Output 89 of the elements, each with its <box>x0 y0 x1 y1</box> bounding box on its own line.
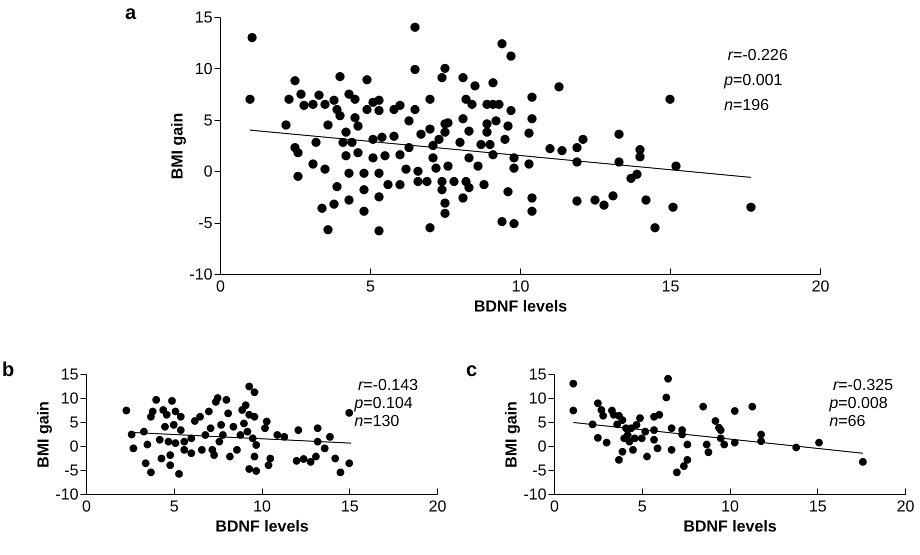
x-axis-title: BDNF levels <box>683 518 777 536</box>
x-tick-label: 15 <box>808 498 827 516</box>
point <box>618 416 626 424</box>
x-tick-label: 10 <box>512 278 530 296</box>
y-tick-label: 15 <box>528 366 547 384</box>
annotation: p=0.104 <box>353 395 413 412</box>
point <box>730 407 739 415</box>
annotation: r=-0.226 <box>728 47 788 64</box>
y-tick-label: 0 <box>70 438 79 456</box>
point <box>636 414 644 422</box>
point <box>632 421 640 429</box>
y-tick-label: 5 <box>204 112 213 130</box>
point <box>599 412 608 420</box>
point <box>638 434 646 442</box>
x-axis-title: BDNF levels <box>474 298 568 316</box>
y-tick-label: 15 <box>60 366 79 384</box>
point <box>716 426 725 434</box>
point <box>668 446 676 454</box>
x-tick-label: 0 <box>216 278 226 296</box>
point <box>624 431 632 439</box>
x-tick-label: 20 <box>896 498 914 516</box>
x-tick-label: 5 <box>170 498 179 516</box>
point <box>569 406 578 414</box>
point <box>650 436 658 444</box>
y-tick-label: 5 <box>70 414 79 432</box>
point <box>699 402 708 411</box>
x-tick-label: 0 <box>82 498 92 516</box>
point <box>748 402 756 411</box>
point <box>630 434 639 442</box>
point <box>672 468 681 476</box>
annotation: r=-0.143 <box>358 377 418 394</box>
y-tick-label: -5 <box>64 462 79 480</box>
point <box>720 440 728 448</box>
annotation: n=66 <box>829 413 866 430</box>
annotation: p=0.008 <box>828 395 888 412</box>
y-tick-label: 10 <box>528 390 547 408</box>
point <box>643 452 651 460</box>
point <box>668 424 676 432</box>
point <box>815 438 823 447</box>
chart-title: a <box>125 2 137 24</box>
point <box>594 434 602 442</box>
y-tick-label: -10 <box>189 266 213 284</box>
y-tick-label: 10 <box>60 390 79 408</box>
point <box>615 456 623 464</box>
x-tick-label: 10 <box>253 498 271 516</box>
y-tick-label: -5 <box>532 462 547 480</box>
x-tick-label: 20 <box>428 498 446 516</box>
x-tick-label: 5 <box>638 498 647 516</box>
y-tick-label: 5 <box>538 414 547 432</box>
x-tick-label: 20 <box>812 278 830 296</box>
x-tick-label: 15 <box>662 278 680 296</box>
annotation: p=0.001 <box>723 72 782 89</box>
point <box>757 430 765 438</box>
y-tick-label: -10 <box>523 486 547 504</box>
y-tick-label: 0 <box>538 438 547 456</box>
annotation: n=130 <box>354 413 400 430</box>
x-axis-title: BDNF levels <box>215 518 309 536</box>
annotation: n=196 <box>724 97 770 114</box>
point <box>704 448 712 456</box>
chart-title: c <box>466 359 478 381</box>
point <box>654 444 662 452</box>
x-tick-label: 5 <box>366 278 376 296</box>
point <box>684 456 692 464</box>
y-tick-label: 15 <box>194 10 213 26</box>
y-tick-label: -10 <box>55 486 79 504</box>
y-tick-label: -5 <box>198 215 213 232</box>
point <box>702 440 711 448</box>
chart-title: b <box>2 359 14 381</box>
point <box>618 448 626 456</box>
point <box>629 446 637 454</box>
x-tick-label: 15 <box>340 498 359 516</box>
y-axis-title: BMI gain <box>503 401 520 468</box>
x-tick-label: 10 <box>721 498 739 516</box>
point <box>655 410 664 419</box>
point <box>684 440 692 448</box>
point <box>569 380 578 388</box>
point <box>594 399 602 408</box>
y-axis-title: BMI gain <box>169 112 186 180</box>
point <box>680 462 688 470</box>
y-tick-label: 10 <box>194 60 213 78</box>
annotation: r=-0.325 <box>832 377 894 394</box>
point <box>664 374 672 383</box>
point <box>859 458 867 466</box>
y-tick-label: 0 <box>204 164 213 181</box>
x-tick-label: 0 <box>550 498 560 516</box>
y-axis-title: BMI gain <box>35 401 52 468</box>
point <box>662 394 670 402</box>
point <box>712 417 720 425</box>
point <box>602 438 611 447</box>
